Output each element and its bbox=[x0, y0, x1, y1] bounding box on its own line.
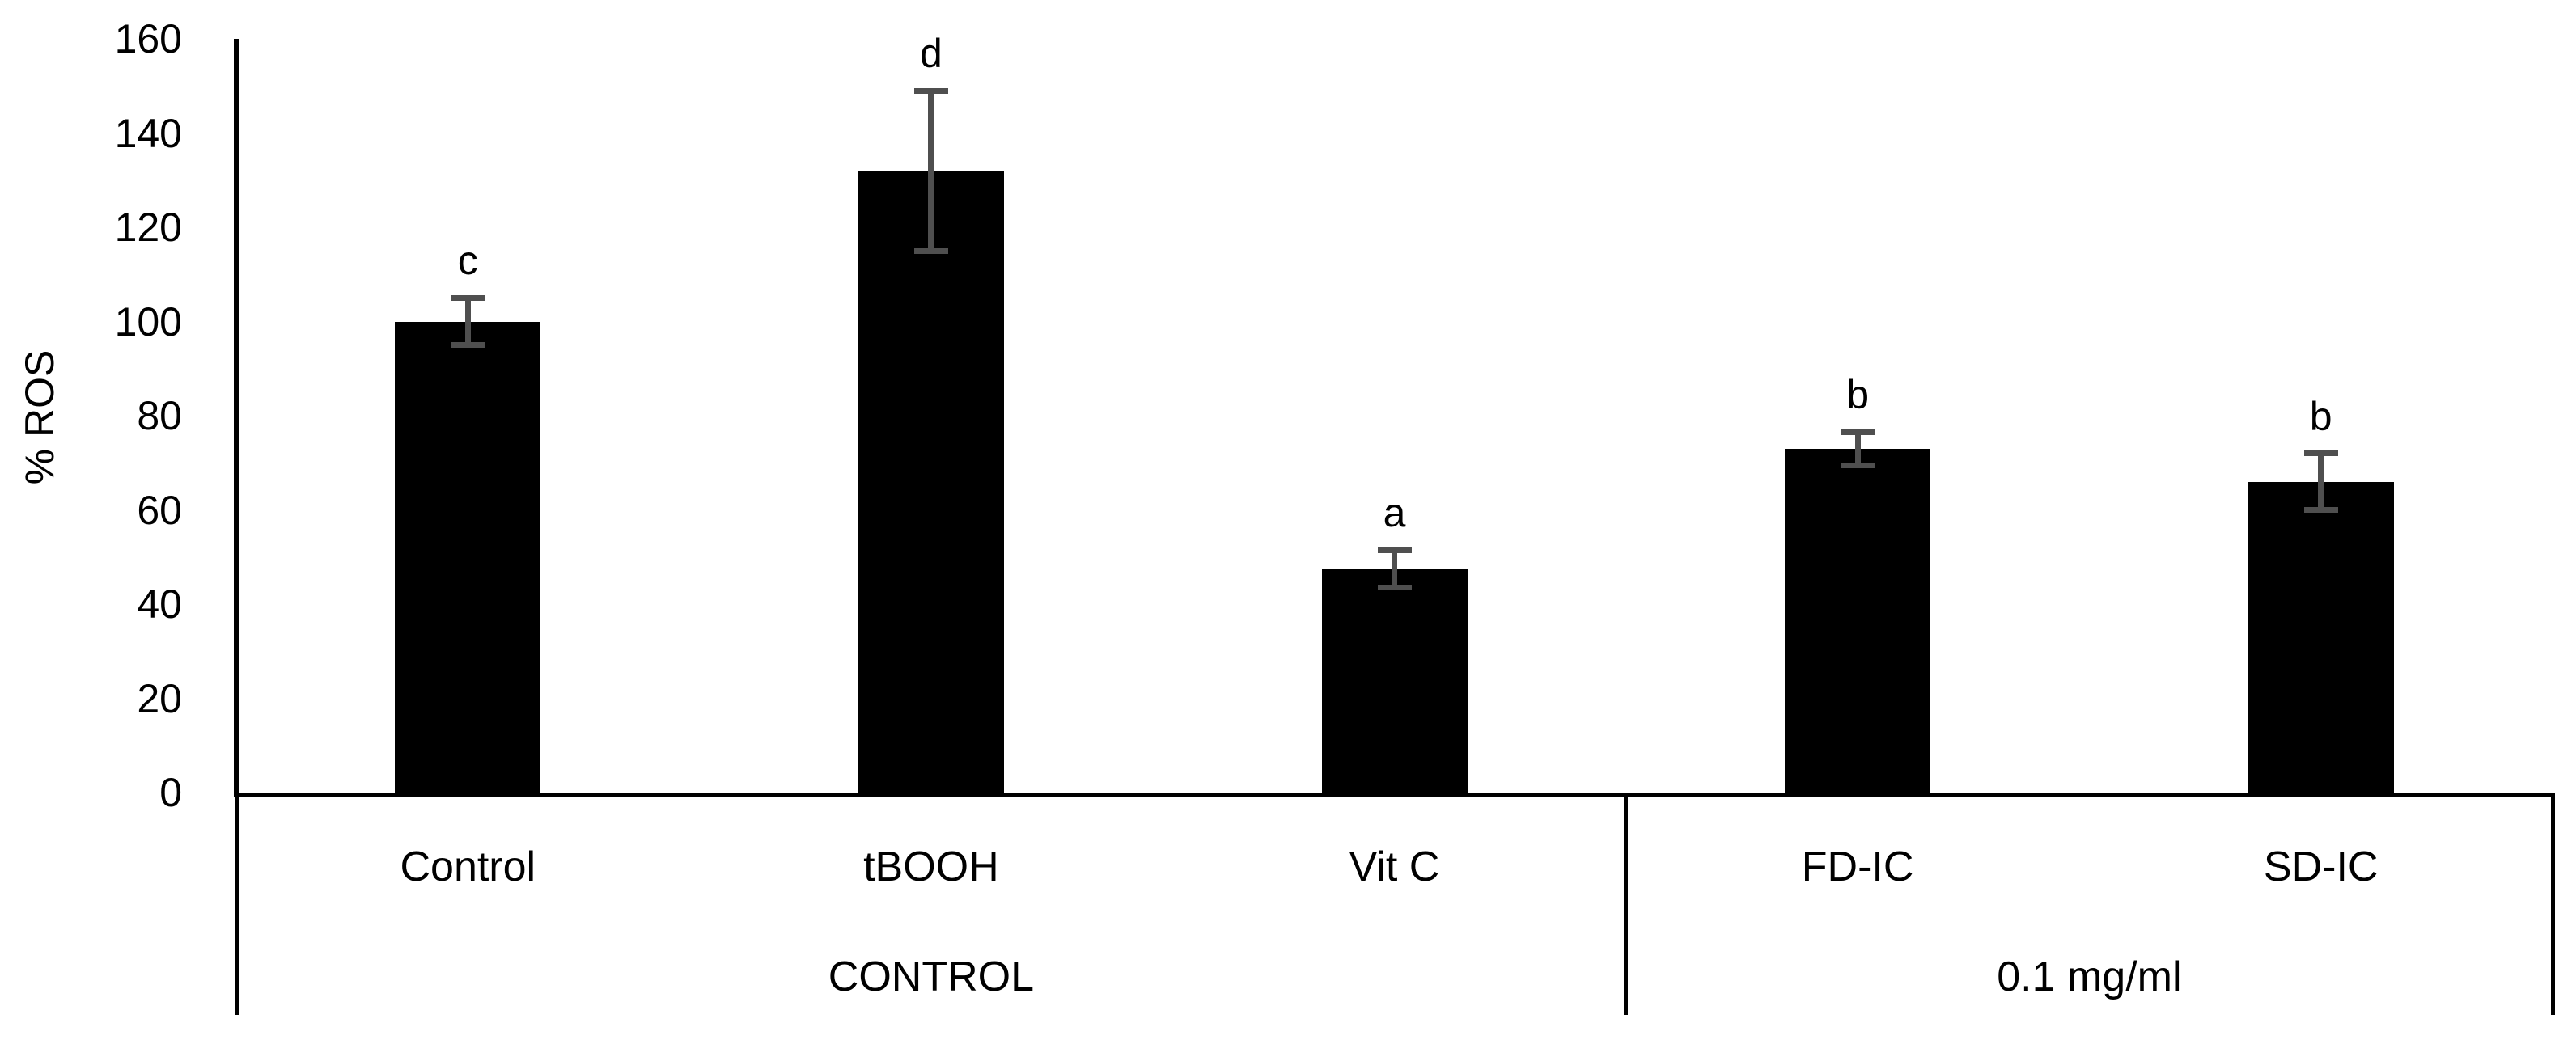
y-tick-label: 140 bbox=[114, 110, 182, 156]
significance-letter: a bbox=[1383, 490, 1406, 535]
error-bar-top-cap bbox=[913, 87, 948, 94]
error-bar-line bbox=[1392, 550, 1397, 588]
category-label: SD-IC bbox=[2263, 843, 2379, 890]
bar-fd-ic bbox=[1785, 448, 1931, 793]
bar-tbooh bbox=[858, 171, 1004, 793]
error-bar-bottom-cap bbox=[913, 247, 948, 254]
bar-sd-ic bbox=[2248, 481, 2394, 793]
bar-vit-c bbox=[1321, 569, 1468, 793]
y-tick-label: 100 bbox=[114, 298, 182, 345]
y-tick-label: 40 bbox=[137, 581, 182, 627]
significance-letter: d bbox=[919, 31, 943, 77]
group-label: 0.1 mg/ml bbox=[1997, 953, 2182, 1000]
error-bar-line bbox=[2318, 453, 2324, 510]
y-axis-line bbox=[234, 39, 239, 797]
category-label: Control bbox=[400, 843, 536, 890]
significance-letter: c bbox=[457, 238, 478, 284]
y-tick-label: 160 bbox=[114, 16, 182, 61]
error-bar-line bbox=[1854, 432, 1861, 466]
y-tick-label: 20 bbox=[137, 675, 182, 721]
x-axis-line bbox=[234, 793, 2555, 797]
y-tick-label: 60 bbox=[137, 487, 182, 533]
y-tick-label: 120 bbox=[114, 205, 182, 250]
axis-divider-line bbox=[1624, 793, 1629, 1015]
error-bar-bottom-cap bbox=[1841, 462, 1875, 468]
error-bar-bottom-cap bbox=[451, 342, 485, 349]
significance-letter: b bbox=[2309, 393, 2332, 439]
y-tick-label: 80 bbox=[137, 393, 182, 438]
axis-divider-line bbox=[2550, 793, 2555, 1015]
y-tick-label: 0 bbox=[159, 770, 182, 815]
error-bar-bottom-cap bbox=[2303, 507, 2338, 513]
group-label: CONTROL bbox=[828, 953, 1035, 1000]
significance-letter: b bbox=[1846, 372, 1869, 418]
bar-control bbox=[395, 321, 541, 793]
error-bar-top-cap bbox=[1841, 429, 1875, 435]
category-label: tBOOH bbox=[863, 843, 999, 890]
axis-divider-line bbox=[234, 793, 239, 1015]
category-label: Vit C bbox=[1349, 843, 1440, 890]
error-bar-line bbox=[928, 91, 934, 252]
error-bar-top-cap bbox=[451, 294, 485, 301]
error-bar-line bbox=[464, 298, 471, 345]
error-bar-top-cap bbox=[2303, 450, 2338, 457]
error-bar-bottom-cap bbox=[1377, 585, 1412, 591]
category-label: FD-IC bbox=[1801, 843, 1914, 890]
error-bar-top-cap bbox=[1377, 547, 1412, 553]
